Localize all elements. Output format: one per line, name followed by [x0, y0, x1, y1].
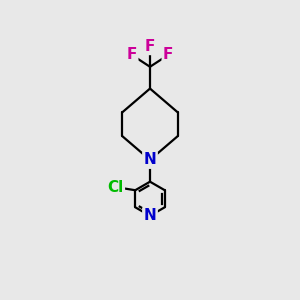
Text: N: N [144, 208, 156, 223]
Text: F: F [163, 47, 173, 62]
Text: F: F [127, 47, 137, 62]
Text: Cl: Cl [107, 180, 124, 195]
Text: F: F [145, 39, 155, 54]
Text: N: N [144, 152, 156, 167]
